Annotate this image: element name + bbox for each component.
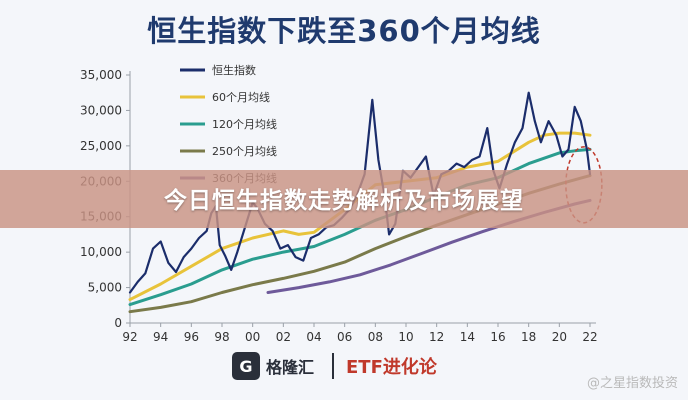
x-tick-label: 02 [276, 330, 291, 344]
x-tick-label: 18 [521, 330, 536, 344]
y-tick-label: 30,000 [80, 103, 122, 117]
y-tick-label: 5,000 [88, 281, 122, 295]
gelonghui-logo-icon: G [232, 352, 260, 380]
headline-banner-text: 今日恒生指数走势解析及市场展望 [164, 188, 524, 214]
logo-divider [332, 353, 335, 379]
x-tick-label: 96 [184, 330, 199, 344]
y-tick-label: 0 [114, 316, 122, 330]
x-tick-label: 16 [490, 330, 505, 344]
legend-label-0: 恒生指数 [212, 63, 256, 77]
x-tick-label: 06 [337, 330, 352, 344]
x-tick-label: 92 [122, 330, 137, 344]
watermark-text: @之星指数投资 [586, 376, 678, 391]
etf-brand-text: ETF进化论 [346, 357, 437, 378]
headline-banner [0, 170, 688, 228]
y-tick-label: 35,000 [80, 68, 122, 82]
x-tick-label: 00 [245, 330, 260, 344]
x-tick-label: 04 [306, 330, 321, 344]
legend-label-3: 250个月均线 [212, 144, 277, 158]
x-tick-label: 20 [552, 330, 567, 344]
footer-logo: G 格隆汇 ETF进化论 [232, 350, 437, 382]
x-tick-label: 98 [214, 330, 229, 344]
logo-name: 格隆汇 [266, 358, 315, 377]
legend-label-1: 60个月均线 [212, 90, 270, 104]
x-tick-label: 94 [153, 330, 168, 344]
y-tick-label: 10,000 [80, 245, 122, 259]
x-tick-label: 22 [582, 330, 597, 344]
chart-title: 恒生指数下跌至360个月均线 [147, 14, 541, 48]
y-tick-label: 25,000 [80, 139, 122, 153]
x-tick-label: 10 [398, 330, 413, 344]
x-tick-label: 14 [460, 330, 475, 344]
x-tick-label: 12 [429, 330, 444, 344]
legend-label-2: 120个月均线 [212, 117, 277, 131]
x-tick-label: 08 [368, 330, 383, 344]
